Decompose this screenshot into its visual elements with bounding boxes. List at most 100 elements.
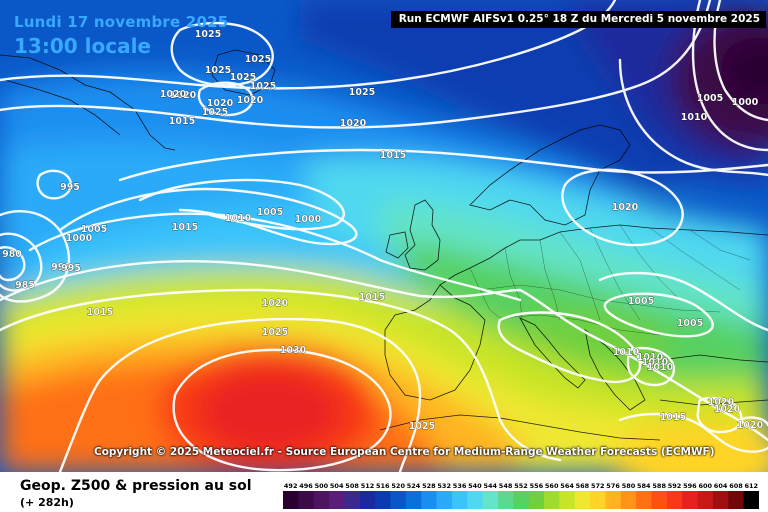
isobar-label: 1020 bbox=[262, 298, 289, 309]
isobar-label: 999 bbox=[51, 262, 71, 273]
scale-tick-label: 596 bbox=[683, 482, 697, 490]
isobar-label: 995 bbox=[61, 263, 81, 274]
scale-tick-label: 568 bbox=[576, 482, 590, 490]
isobar-label: 995 bbox=[60, 182, 80, 193]
scale-tick-label: 540 bbox=[468, 482, 482, 490]
isobar-label: 1010 bbox=[225, 213, 252, 224]
isobar-label: 1000 bbox=[66, 233, 93, 244]
scale-swatch bbox=[283, 491, 299, 509]
isobar-label: 1020 bbox=[737, 420, 764, 431]
scale-tick-label: 544 bbox=[484, 482, 498, 490]
isobar-label: 1005 bbox=[81, 224, 107, 235]
isobar-label: 985 bbox=[15, 280, 35, 291]
isobar-label: 980 bbox=[2, 249, 22, 260]
scale-tick-label: 512 bbox=[361, 482, 375, 490]
copyright-notice: Copyright © 2025 Meteociel.fr - Source E… bbox=[94, 446, 715, 458]
z500-color-field bbox=[0, 0, 768, 472]
scale-tick-label: 564 bbox=[560, 482, 574, 490]
isobar-label: 1020 bbox=[207, 98, 234, 109]
scale-swatch bbox=[359, 491, 376, 509]
scale-tick-label: 508 bbox=[345, 482, 359, 490]
scale-tick-label: 496 bbox=[299, 482, 313, 490]
isobar-label: 1005 bbox=[628, 296, 654, 307]
scale-tick-label: 520 bbox=[391, 482, 405, 490]
scale-swatch bbox=[682, 491, 699, 509]
color-scale: 492 496 500 504 508 512 516 520 524 528 532 536 540 5… bbox=[283, 482, 759, 509]
scale-swatch bbox=[405, 491, 422, 509]
scale-tick-label: 560 bbox=[545, 482, 559, 490]
isobar-label: 1020 bbox=[340, 118, 367, 129]
coastlines bbox=[0, 49, 768, 441]
isobar-label: 1005 bbox=[257, 207, 283, 218]
scale-swatch bbox=[375, 491, 391, 509]
scale-swatch bbox=[513, 491, 530, 509]
isobar-label: 1000 bbox=[732, 97, 759, 108]
isobar-label: 1025 bbox=[349, 87, 375, 98]
scale-tick-label: 548 bbox=[499, 482, 513, 490]
scale-swatch bbox=[298, 491, 315, 509]
isobars bbox=[0, 0, 768, 472]
scale-swatch bbox=[651, 491, 668, 509]
scale-tick-label: 504 bbox=[330, 482, 344, 490]
scale-tick-label: 584 bbox=[637, 482, 651, 490]
valid-time: 13:00 locale bbox=[14, 34, 151, 58]
scale-swatch bbox=[467, 491, 484, 509]
scale-swatch bbox=[605, 491, 622, 509]
isobar-label: 1015 bbox=[172, 222, 198, 233]
scale-swatch bbox=[528, 491, 545, 509]
scale-swatch bbox=[482, 491, 499, 509]
scale-tick-label: 532 bbox=[437, 482, 451, 490]
isobar-label: 1020 bbox=[612, 202, 639, 213]
scale-swatch bbox=[590, 491, 606, 509]
scale-tick-label: 572 bbox=[591, 482, 605, 490]
valid-date: Lundi 17 novembre 2025 bbox=[14, 13, 229, 31]
scale-swatch bbox=[666, 491, 683, 509]
isobar-label: 1010 bbox=[637, 352, 664, 363]
scale-swatch bbox=[620, 491, 637, 509]
scale-swatch bbox=[574, 491, 591, 509]
isobar-label: 1025 bbox=[409, 421, 435, 432]
isobar-label: 1015 bbox=[359, 292, 385, 303]
isobar-label: 1020 bbox=[237, 95, 264, 106]
scale-tick-label: 588 bbox=[652, 482, 666, 490]
scale-tick-label: 500 bbox=[315, 482, 329, 490]
isobar-label: 1005 bbox=[697, 93, 723, 104]
isobar-label: 1020 bbox=[160, 89, 187, 100]
scale-swatch bbox=[313, 491, 330, 509]
isobar-label: 1000 bbox=[295, 214, 322, 225]
isobar-label: 1010 bbox=[642, 357, 669, 368]
scale-swatch bbox=[636, 491, 653, 509]
scale-tick-label: 536 bbox=[453, 482, 467, 490]
scale-swatch bbox=[498, 491, 514, 509]
scale-tick-label: 580 bbox=[622, 482, 636, 490]
isobar-label: 1010 bbox=[647, 362, 674, 373]
isobar-label: 1015 bbox=[87, 307, 113, 318]
isobar-label: 1010 bbox=[681, 112, 708, 123]
scale-tick-label: 528 bbox=[422, 482, 436, 490]
scale-tick-label: 492 bbox=[284, 482, 298, 490]
isobar-label: 1015 bbox=[169, 116, 195, 127]
isobar-label: 1015 bbox=[380, 150, 406, 161]
scale-swatch bbox=[451, 491, 468, 509]
scale-tick-label: 516 bbox=[376, 482, 390, 490]
scale-tick-label: 608 bbox=[729, 482, 743, 490]
scale-swatch bbox=[390, 491, 407, 509]
scale-tick-label: 592 bbox=[668, 482, 682, 490]
scale-tick-label: 524 bbox=[407, 482, 421, 490]
legend-title: Geop. Z500 & pression au sol bbox=[20, 478, 252, 494]
scale-swatch bbox=[743, 491, 759, 509]
scale-swatch bbox=[421, 491, 438, 509]
scale-tick-label: 600 bbox=[699, 482, 713, 490]
legend-panel: Geop. Z500 & pression au sol (+ 282h) 49… bbox=[0, 472, 768, 512]
isobar-label: 1025 bbox=[230, 72, 256, 83]
scale-swatch bbox=[559, 491, 576, 509]
scale-tick-label: 556 bbox=[530, 482, 544, 490]
isobar-label: 1025 bbox=[205, 65, 231, 76]
isobar-label: 1025 bbox=[250, 81, 276, 92]
isobar-label: 1005 bbox=[677, 318, 703, 329]
scale-swatch bbox=[329, 491, 345, 509]
scale-tick-label: 576 bbox=[606, 482, 620, 490]
isobar-label: 1025 bbox=[262, 327, 288, 338]
isobar-label: 1025 bbox=[202, 107, 228, 118]
scale-tick-label: 552 bbox=[514, 482, 528, 490]
